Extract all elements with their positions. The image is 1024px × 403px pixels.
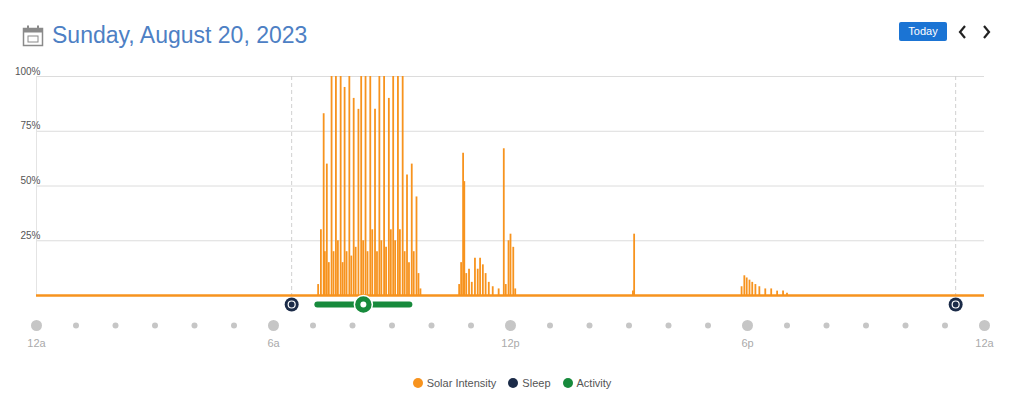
svg-text:12a: 12a [27,337,46,349]
svg-text:6a: 6a [267,337,280,349]
html-text:Sunday, August 20, 2023: Sunday, August 20, 2023 [52,22,308,48]
svg-text:6p: 6p [741,337,753,349]
html-text:Today: Today [908,25,938,37]
html-text:Sleep: Sleep [522,377,551,389]
svg-text:12a: 12a [975,337,994,349]
svg-text:12p: 12p [501,337,519,349]
html-text:Solar Intensity: Solar Intensity [426,377,497,389]
html-text:Activity: Activity [576,377,612,389]
svg-text:75%: 75% [20,120,40,131]
svg-text:25%: 25% [20,230,40,241]
svg-text:50%: 50% [20,175,40,186]
svg-text:100%: 100% [15,66,41,77]
